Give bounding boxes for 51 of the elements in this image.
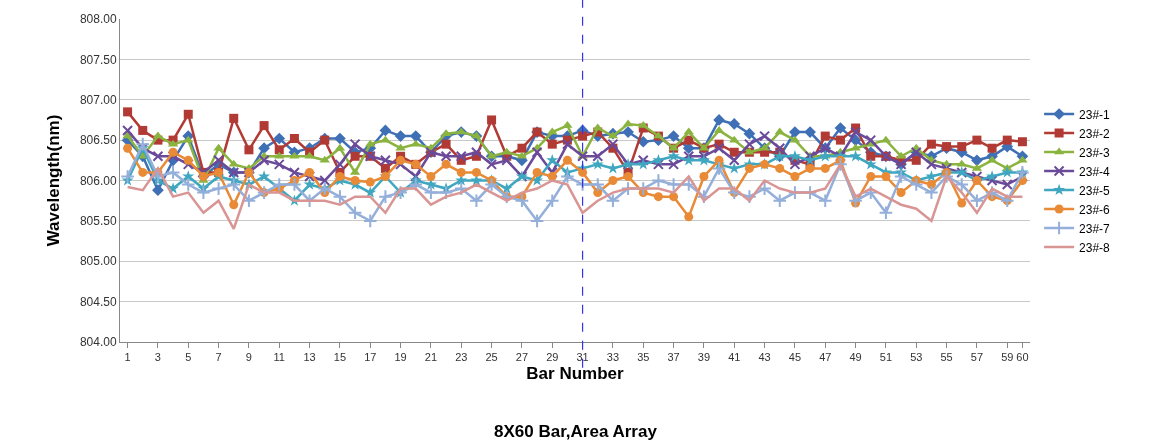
x-tick-label: 59	[1001, 351, 1014, 364]
x-tick-label: 47	[819, 351, 832, 364]
legend-label: 23#-3	[1079, 145, 1111, 160]
x-tick-label: 11	[273, 351, 285, 364]
legend-label: 23#-5	[1079, 183, 1111, 198]
x-tick-label: 51	[879, 351, 893, 364]
x-tick-label: 3	[154, 351, 161, 364]
x-tick-label: 1	[124, 351, 131, 364]
y-tick-label: 807.50	[79, 52, 117, 67]
legend-label: 23#-6	[1079, 202, 1111, 217]
legend-label: 23#-2	[1079, 126, 1111, 141]
x-tick-label: 33	[606, 351, 620, 364]
x-tick-label: 27	[515, 351, 529, 364]
legend-label: 23#-1	[1079, 107, 1111, 122]
x-tick-label: 31	[576, 351, 589, 364]
x-tick-label: 39	[697, 351, 711, 364]
y-axis-title: Wavelength(nm)	[44, 114, 64, 247]
x-tick-label: 57	[970, 351, 984, 364]
x-tick-label: 19	[394, 351, 407, 364]
x-tick-label: 41	[728, 351, 741, 364]
x-tick-label: 15	[333, 351, 347, 364]
x-tick-label: 60	[1016, 351, 1029, 364]
x-tick-label: 9	[245, 351, 252, 364]
x-tick-label: 49	[849, 351, 862, 364]
y-tick-label: 804.50	[79, 294, 117, 309]
x-tick-label: 13	[303, 351, 316, 364]
text: 8X60 Bar,Area Array	[494, 422, 658, 441]
legend-label: 23#-7	[1079, 221, 1111, 236]
x-tick-label: 43	[758, 351, 771, 364]
x-tick-label: 55	[940, 351, 953, 364]
x-tick-label: 45	[788, 351, 802, 364]
x-tick-label: 29	[546, 351, 559, 364]
x-tick-label: 5	[185, 351, 192, 364]
y-tick-label: 806.00	[79, 173, 117, 188]
x-tick-label: 17	[364, 351, 377, 364]
legend-label: 23#-4	[1079, 164, 1111, 179]
x-tick-label: 21	[424, 351, 438, 364]
x-tick-label: 23	[455, 351, 468, 364]
x-tick-label: 7	[215, 351, 222, 364]
x-tick-label: 37	[667, 351, 680, 364]
y-tick-label: 804.00	[79, 335, 117, 350]
legend-label: 23#-8	[1079, 240, 1111, 255]
x-tick-label: 53	[910, 351, 923, 364]
x-axis-title: Bar Number	[526, 363, 625, 383]
y-tick-label: 805.00	[79, 254, 117, 269]
x-tick-label: 35	[637, 351, 650, 364]
y-tick-label: 808.00	[79, 12, 117, 27]
x-tick-label: 25	[485, 351, 498, 364]
y-tick-label: 805.50	[79, 214, 117, 229]
y-tick-label: 807.00	[79, 92, 117, 107]
y-tick-label: 806.50	[79, 133, 117, 148]
